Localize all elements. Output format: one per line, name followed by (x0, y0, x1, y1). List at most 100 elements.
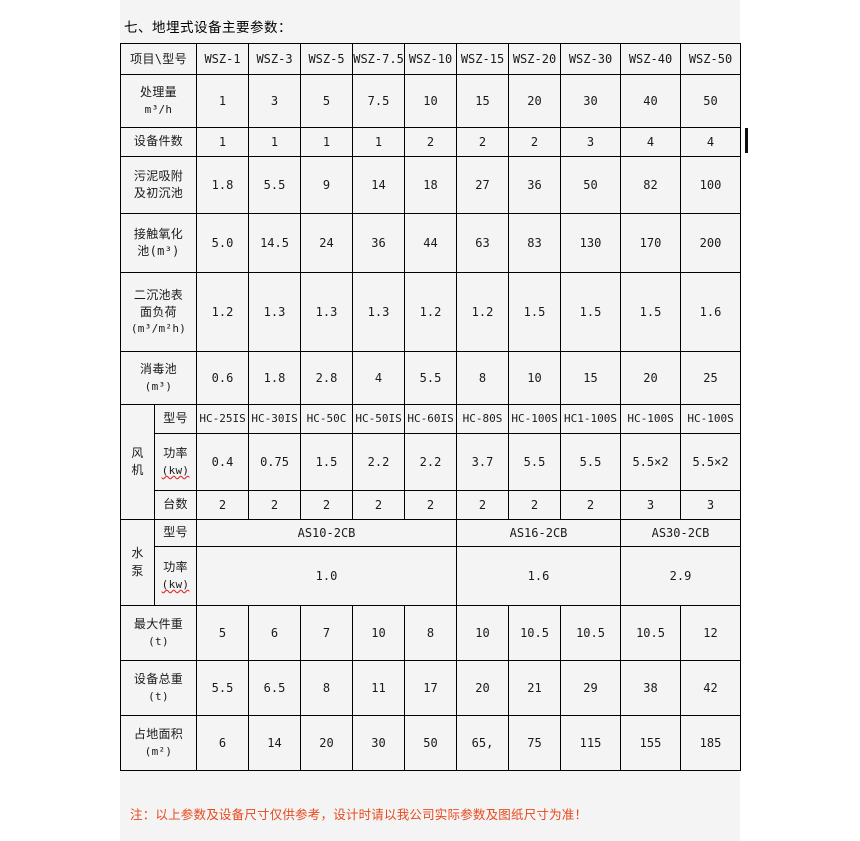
table-cell-value: 3 (680, 490, 742, 520)
table-cell-value: 0.4 (196, 433, 250, 491)
table-cell-value: 200 (680, 213, 742, 273)
table-cell-value: 50 (404, 715, 458, 771)
table-cell-value: 2 (404, 127, 458, 157)
table-cell-value: 5.5 (196, 660, 250, 716)
table-cell-value: 3 (560, 127, 622, 157)
document-content: 七、地埋式设备主要参数： 项目\型号 WSZ-1 WSZ-3 WSZ-5 WSZ-7.5… (119, 0, 742, 841)
table-cell-value: 1.8 (248, 351, 302, 405)
table-cell-value: 40 (620, 74, 682, 128)
table-cell-value: 6.5 (248, 660, 302, 716)
row-label: 接触氧化 池(m³) (119, 213, 198, 273)
row-label-line: 消毒池 (140, 362, 177, 377)
table-cell-value: 10.5 (508, 605, 562, 661)
table-cell-value: 2.8 (300, 351, 354, 405)
row-label-line: 占地面积 (133, 727, 184, 742)
sub-label: 功率 (kw) (153, 433, 198, 491)
table-row: 消毒池 (m³) 0.6 1.8 2.8 4 5.5 8 10 15 20 25 (119, 351, 742, 405)
table-cell-value: HC-50C (300, 404, 354, 434)
table-cell-value: 24 (300, 213, 354, 273)
table-cell-value: 1.2 (404, 272, 458, 352)
footer-disclaimer-note: 注：以上参数及设备尺寸仅供参考，设计时请以我公司实际参数及图纸尺寸为准！ (130, 807, 588, 822)
row-label: 设备件数 (119, 127, 198, 157)
table-row: 处理量 m³/h 1 3 5 7.5 10 15 20 30 40 50 (119, 74, 742, 128)
table-cell-value: 9 (300, 156, 354, 214)
table-cell-value: 44 (404, 213, 458, 273)
table-cell-value: 42 (680, 660, 742, 716)
table-cell-value: 1.0 (196, 546, 458, 606)
row-label-line: (m³) (144, 379, 173, 393)
table-cell-value: HC-30IS (248, 404, 302, 434)
table-cell-value: 1.5 (508, 272, 562, 352)
table-cell-value: 20 (620, 351, 682, 405)
table-cell-value: 1.6 (456, 546, 622, 606)
table-cell-value: 5.5×2 (620, 433, 682, 491)
table-cell-value: 1.5 (300, 433, 354, 491)
table-cell-value: 8 (456, 351, 510, 405)
table-cell-value: 5.5 (404, 351, 458, 405)
table-cell-value: 4 (620, 127, 682, 157)
row-label-line: 处理量 (140, 85, 177, 100)
table-cell-value: 8 (300, 660, 354, 716)
table-cell-value: 20 (456, 660, 510, 716)
table-row-fan: 功率 (kw) 0.4 0.75 1.5 2.2 2.2 3.7 5.5 5.5 5.5×2 5.5×… (121, 433, 742, 491)
row-label-line: 污泥吸附 (133, 168, 184, 183)
sub-label-line: 型号 (163, 411, 188, 426)
sub-label: 型号 (153, 404, 198, 434)
table-cell-value: HC-100S (508, 404, 562, 434)
table-cell-value: 27 (456, 156, 510, 214)
row-label-line: (m²) (144, 744, 173, 758)
corner-header-label: 项目\型号 (119, 43, 198, 75)
row-label-line: 及初沉池 (133, 186, 184, 200)
table-cell-value: 1 (300, 127, 354, 157)
table-cell-value: 5.5 (248, 156, 302, 214)
table-cell-value: 1 (196, 74, 250, 128)
row-label-line: 面负荷 (140, 305, 177, 320)
row-label: 设备总重 (t) (119, 660, 198, 716)
column-header-wsz-7.5: WSZ-7.5 (352, 43, 406, 75)
group-label-fan: 风机 (120, 404, 155, 520)
column-header-wsz-40: WSZ-40 (620, 43, 682, 75)
table-cell-value: 2.9 (620, 546, 742, 606)
column-header-wsz-3: WSZ-3 (248, 43, 302, 75)
table-cell-value: 1.2 (196, 272, 250, 352)
table-row-fan: 风机型号 HC-25IS HC-30IS HC-50C HC-50IS HC-60IS HC… (120, 404, 742, 520)
table-cell-value: AS10-2CB (196, 519, 458, 547)
table-cell-value: HC-60IS (404, 404, 458, 434)
table-cell-value: 18 (404, 156, 458, 214)
table-cell-value: HC1-100S (560, 404, 622, 434)
table-cell-value: 3 (620, 490, 682, 520)
group-label-pump: 水泵 (120, 519, 155, 606)
table-cell-value: 83 (508, 213, 562, 273)
table-cell-value: 1.5 (620, 272, 682, 352)
table-cell-value: 1.8 (196, 156, 250, 214)
row-label-line: m³/h (144, 102, 173, 116)
table-cell-value: 25 (680, 351, 742, 405)
table-cell-value: 2 (248, 490, 302, 520)
table-cell-value: 7.5 (352, 74, 406, 128)
table-cell-value: 2 (456, 490, 510, 520)
table-cell-value: 2 (456, 127, 510, 157)
row-label-line: 设备总重 (133, 672, 184, 687)
table-cell-value: 10 (352, 605, 406, 661)
table-row-pump: 功率 (kw) 1.0 1.6 2.9 (121, 546, 742, 606)
column-header-wsz-15: WSZ-15 (456, 43, 510, 75)
table-cell-value: 2 (196, 490, 250, 520)
table-cell-value: 5.5 (508, 433, 562, 491)
table-cell-value: 11 (352, 660, 406, 716)
table-cell-value: 15 (560, 351, 622, 405)
table-cell-value: 63 (456, 213, 510, 273)
table-cell-value: 65, (456, 715, 510, 771)
table-cell-value: 20 (300, 715, 354, 771)
table-cell-value: 10 (508, 351, 562, 405)
table-cell-value: 10 (456, 605, 510, 661)
table-cell-value: 8 (404, 605, 458, 661)
sub-label-line: 型号 (163, 525, 188, 540)
table-cell-value: 170 (620, 213, 682, 273)
column-header-wsz-5: WSZ-5 (300, 43, 354, 75)
table-cell-value: 10 (404, 74, 458, 128)
table-cell-value: 5.5 (560, 433, 622, 491)
table-cell-value: 5.0 (196, 213, 250, 273)
table-cell-value: 0.6 (196, 351, 250, 405)
table-cell-value: 2.2 (404, 433, 458, 491)
